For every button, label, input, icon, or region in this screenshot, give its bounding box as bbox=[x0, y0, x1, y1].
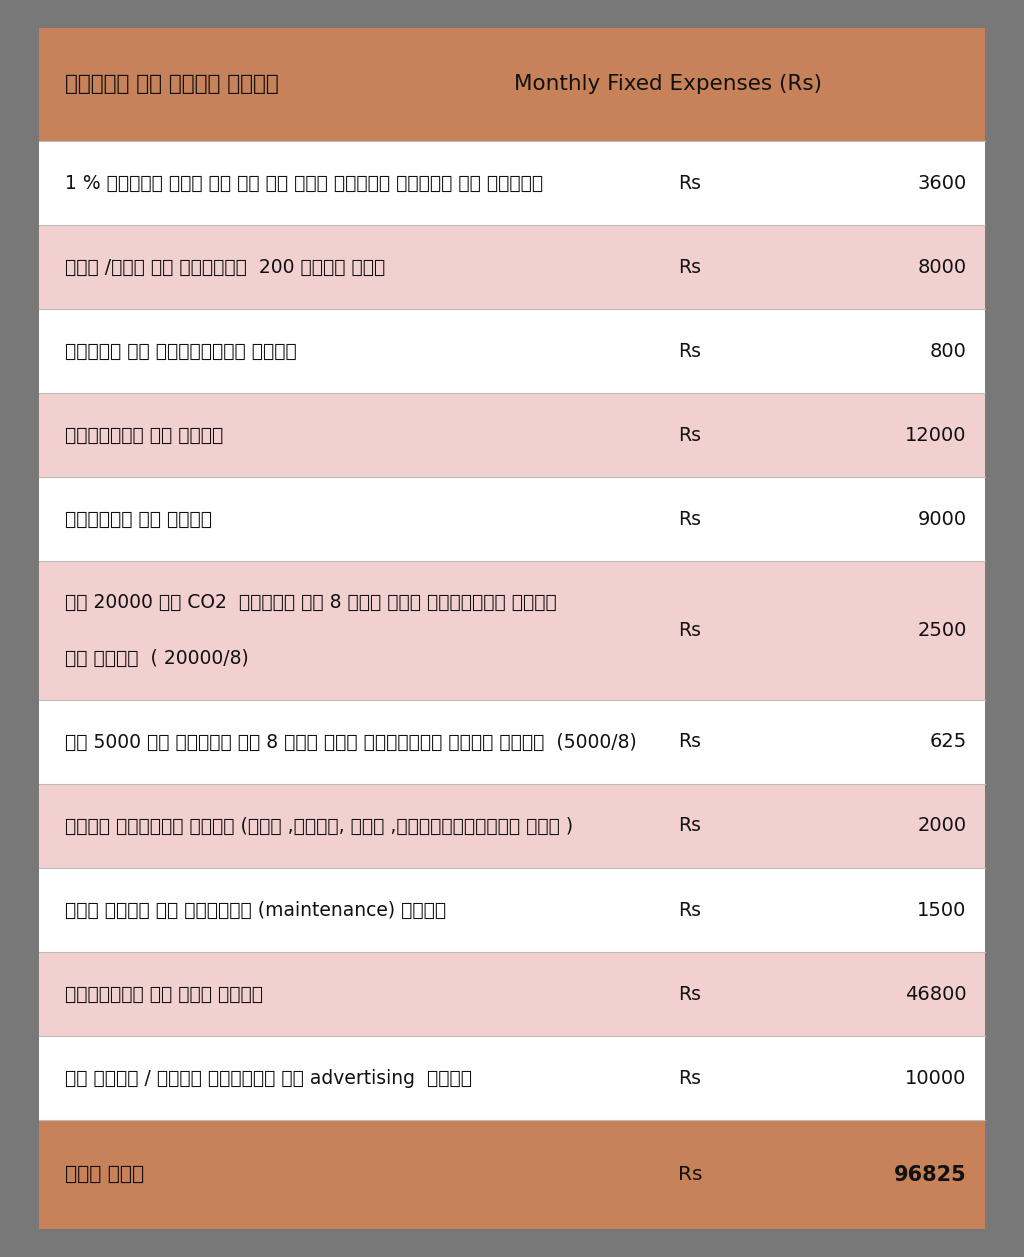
Text: 800: 800 bbox=[930, 342, 967, 361]
Text: वेब साईट का रखरखाव (maintenance) खर्च: वेब साईट का रखरखाव (maintenance) खर्च bbox=[65, 900, 445, 920]
Text: Monthly Fixed Expenses (Rs): Monthly Fixed Expenses (Rs) bbox=[514, 74, 822, 94]
Text: मटीरीअल की कुल लागत: मटीरीअल की कुल लागत bbox=[65, 984, 262, 1003]
Bar bbox=[39, 478, 985, 562]
Text: 625: 625 bbox=[930, 733, 967, 752]
Text: Rs: Rs bbox=[678, 900, 701, 920]
Text: भवन /जगह का किराया  200 वर्ग फूट: भवन /जगह का किराया 200 वर्ग फूट bbox=[65, 258, 385, 277]
Bar bbox=[39, 562, 985, 700]
Text: डिजाइनर का वेतन: डिजाइनर का वेतन bbox=[65, 426, 223, 445]
Text: 8000: 8000 bbox=[918, 258, 967, 277]
Text: 1 % प्रति माह की दर से कुल पूंजी निवेश पर ब्याज: 1 % प्रति माह की दर से कुल पूंजी निवेश प… bbox=[65, 173, 543, 192]
Text: Rs: Rs bbox=[678, 258, 701, 277]
Bar bbox=[39, 28, 985, 141]
Text: Rs: Rs bbox=[678, 984, 701, 1003]
Text: Rs: Rs bbox=[678, 173, 701, 192]
Text: Rs: Rs bbox=[678, 342, 701, 361]
Text: 12000: 12000 bbox=[905, 426, 967, 445]
Text: 46800: 46800 bbox=[905, 984, 967, 1003]
Text: Rs: Rs bbox=[678, 510, 701, 529]
Bar bbox=[39, 784, 985, 869]
Text: रु 5000 की लेन्स हर 8 माह में रिप्लेस करने खर्च  (5000/8): रु 5000 की लेन्स हर 8 माह में रिप्लेस कर… bbox=[65, 733, 636, 752]
Bar bbox=[39, 700, 985, 784]
Bar bbox=[39, 225, 985, 309]
Text: रु 20000 की CO2  ट्यूब हर 8 माह में रिप्लेस करने: रु 20000 की CO2 ट्यूब हर 8 माह में रिप्ल… bbox=[65, 593, 556, 612]
Text: 1500: 1500 bbox=[918, 900, 967, 920]
Text: 2500: 2500 bbox=[918, 621, 967, 640]
Text: Rs: Rs bbox=[678, 1068, 701, 1087]
Text: अन्य परचूरन खर्च (चाय ,पानी, फोन ,लोजिस्टिक्स आदि ): अन्य परचूरन खर्च (चाय ,पानी, फोन ,लोजिस्… bbox=[65, 817, 572, 836]
Text: Rs: Rs bbox=[678, 621, 701, 640]
Text: Rs: Rs bbox=[678, 817, 701, 836]
Bar bbox=[39, 1036, 985, 1120]
Bar bbox=[39, 141, 985, 225]
Text: Rs: Rs bbox=[678, 733, 701, 752]
Bar bbox=[39, 869, 985, 952]
Text: Rs: Rs bbox=[678, 1165, 702, 1184]
Text: का खर्च  ( 20000/8): का खर्च ( 20000/8) bbox=[65, 649, 248, 667]
Text: 96825: 96825 bbox=[894, 1165, 967, 1185]
Text: 9000: 9000 bbox=[918, 510, 967, 529]
Bar bbox=[39, 1120, 985, 1229]
Text: महिने का नियत खर्च: महिने का नियत खर्च bbox=[65, 74, 279, 94]
Text: कुल योग: कुल योग bbox=[65, 1165, 143, 1184]
Text: बिजली का न्यून्तम खर्च: बिजली का न्यून्तम खर्च bbox=[65, 342, 296, 361]
Bar bbox=[39, 952, 985, 1036]
Text: 3600: 3600 bbox=[918, 173, 967, 192]
Text: ऑन लाईन / सोशल मीडिया पर advertising  खर्च: ऑन लाईन / सोशल मीडिया पर advertising खर्… bbox=[65, 1068, 471, 1087]
Text: हेल्पर का वेतन: हेल्पर का वेतन bbox=[65, 510, 212, 529]
Text: 10000: 10000 bbox=[905, 1068, 967, 1087]
Text: 2000: 2000 bbox=[918, 817, 967, 836]
Text: Rs: Rs bbox=[678, 426, 701, 445]
Bar bbox=[39, 393, 985, 478]
Bar bbox=[39, 309, 985, 393]
